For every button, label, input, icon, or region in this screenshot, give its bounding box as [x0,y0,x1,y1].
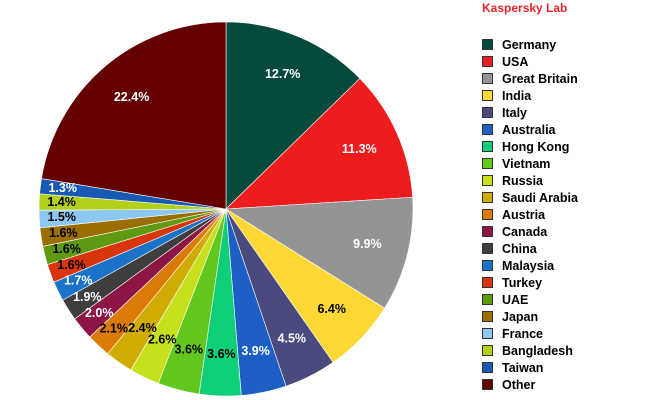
legend-swatch [482,192,493,203]
data-label-uae: 1.6% [52,242,81,256]
legend-item-russia: Russia [482,172,578,189]
legend-item-canada: Canada [482,223,578,240]
legend-swatch [482,124,493,135]
data-label-bangladesh: 1.4% [47,195,76,209]
legend-label: UAE [502,292,529,307]
legend-item-turkey: Turkey [482,274,578,291]
legend-label: Other [502,377,536,392]
legend-label: Bangladesh [502,343,573,358]
legend-label: Austria [502,207,546,222]
data-label-australia: 3.9% [241,344,270,358]
legend-swatch [482,90,493,101]
legend-swatch [482,39,493,50]
data-label-india: 6.4% [317,302,346,316]
data-label-other: 22.4% [114,90,149,104]
data-label-malaysia: 1.7% [64,274,93,288]
legend-label: Taiwan [502,360,544,375]
data-label-great-britain: 9.9% [353,237,382,251]
legend-swatch [482,277,493,288]
legend-label: China [502,241,537,256]
legend-item-china: China [482,240,578,257]
legend-swatch [482,175,493,186]
legend-item-other: Other [482,376,578,393]
legend-swatch [482,226,493,237]
data-label-turkey: 1.6% [57,258,86,272]
data-label-france: 1.5% [47,210,76,224]
data-label-taiwan: 1.3% [48,181,77,195]
data-label-italy: 4.5% [278,331,307,345]
legend-label: Great Britain [502,71,578,86]
data-label-austria: 2.1% [99,322,128,336]
legend-item-bangladesh: Bangladesh [482,342,578,359]
legend-label: Turkey [502,275,543,290]
legend-item-hong-kong: Hong Kong [482,138,578,155]
legend-label: Vietnam [502,156,551,171]
legend-swatch [482,56,493,67]
legend-swatch [482,379,493,390]
legend-label: France [502,326,543,341]
data-label-vietnam: 3.6% [175,342,204,356]
legend-item-austria: Austria [482,206,578,223]
pie-chart: 12.7%11.3%9.9%6.4%4.5%3.9%3.6%3.6%2.6%2.… [38,21,414,397]
legend-label: Malaysia [502,258,555,273]
legend-swatch [482,328,493,339]
legend-label: Australia [502,122,556,137]
legend-label: Saudi Arabia [502,190,578,205]
legend-item-saudi-arabia: Saudi Arabia [482,189,578,206]
legend: Germany USA Great Britain India Italy Austral… [482,36,578,393]
pie-slice-usa [225,78,413,210]
brand-label: Kaspersky Lab [482,1,568,15]
legend-swatch [482,345,493,356]
legend-item-taiwan: Taiwan [482,359,578,376]
data-label-canada: 2.0% [85,306,114,320]
legend-label: Germany [502,37,557,52]
legend-swatch [482,260,493,271]
legend-item-malaysia: Malaysia [482,257,578,274]
legend-label: India [502,88,532,103]
legend-item-vietnam: Vietnam [482,155,578,172]
data-label-usa: 11.3% [342,142,377,156]
legend-swatch [482,362,493,373]
legend-swatch [482,141,493,152]
legend-item-japan: Japan [482,308,578,325]
legend-label: Hong Kong [502,139,570,154]
legend-item-india: India [482,87,578,104]
legend-item-italy: Italy [482,104,578,121]
legend-label: Japan [502,309,539,324]
pie-slice-germany [225,21,361,210]
pie-slice-other [41,21,227,210]
data-label-germany: 12.7% [265,67,300,81]
pie-slices [38,21,414,397]
legend-item-great-britain: Great Britain [482,70,578,87]
legend-item-germany: Germany [482,36,578,53]
legend-label: USA [502,54,529,69]
legend-item-australia: Australia [482,121,578,138]
data-label-japan: 1.6% [49,226,78,240]
legend-swatch [482,107,493,118]
legend-label: Canada [502,224,548,239]
legend-item-france: France [482,325,578,342]
legend-label: Italy [502,105,528,120]
legend-item-usa: USA [482,53,578,70]
data-label-russia: 2.6% [148,332,177,346]
legend-swatch [482,311,493,322]
legend-label: Russia [502,173,543,188]
legend-swatch [482,243,493,254]
legend-swatch [482,73,493,84]
legend-swatch [482,294,493,305]
legend-swatch [482,209,493,220]
data-label-china: 1.9% [73,290,102,304]
legend-item-uae: UAE [482,291,578,308]
pie-slice-great-britain [225,196,414,309]
pie-data-labels: 12.7%11.3%9.9%6.4%4.5%3.9%3.6%3.6%2.6%2.… [47,67,381,361]
data-label-hong-kong: 3.6% [207,347,236,361]
data-label-saudi-arabia: 2.4% [128,321,157,335]
legend-swatch [482,158,493,169]
